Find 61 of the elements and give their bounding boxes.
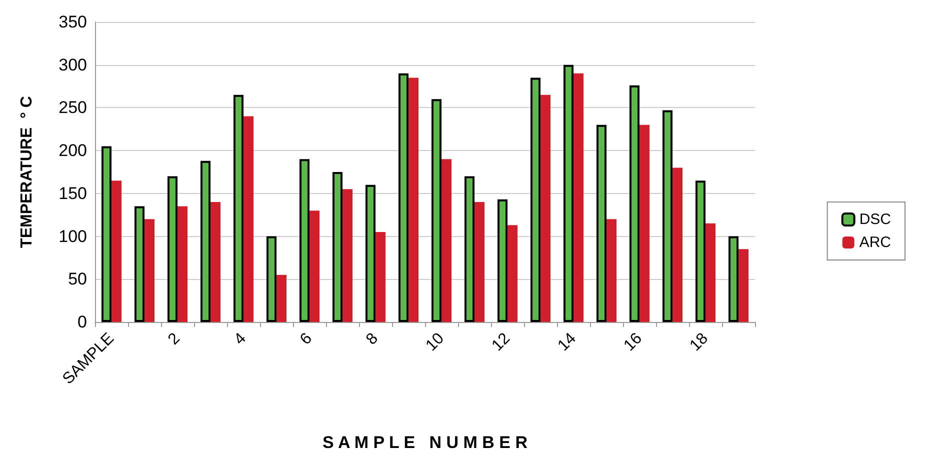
bar xyxy=(738,249,748,322)
y-tick-label: 100 xyxy=(58,226,87,246)
bar xyxy=(266,236,276,322)
x-axis-title: S A M P L E N U M B E R xyxy=(322,433,528,452)
legend-label: ARC xyxy=(859,234,892,251)
bar xyxy=(662,110,672,322)
bar xyxy=(200,160,210,322)
bar xyxy=(234,94,244,322)
bar xyxy=(178,206,188,322)
bar xyxy=(530,78,540,322)
bar xyxy=(728,236,738,322)
bar xyxy=(376,232,386,322)
x-tick-label: 14 xyxy=(554,330,580,355)
bar xyxy=(672,168,682,322)
bar xyxy=(366,184,376,322)
bar xyxy=(540,94,550,322)
y-tick-label: 300 xyxy=(58,55,87,74)
x-tick-label: 12 xyxy=(488,330,514,355)
bar xyxy=(310,210,320,322)
bar xyxy=(696,180,706,322)
x-tick-label: 4 xyxy=(231,330,250,348)
bar xyxy=(144,219,154,322)
bar xyxy=(168,176,178,322)
bar xyxy=(640,124,650,322)
bar xyxy=(706,223,716,322)
bar xyxy=(408,78,418,322)
bar xyxy=(606,219,616,322)
legend-label: DSC xyxy=(859,211,892,228)
y-tick-label: 250 xyxy=(58,98,87,118)
bar xyxy=(432,99,442,322)
x-tick-label: 6 xyxy=(297,330,316,348)
y-tick-label: 350 xyxy=(58,12,87,32)
x-tick-label: 2 xyxy=(165,330,184,348)
y-tick-label: 200 xyxy=(58,141,87,160)
bar xyxy=(464,176,474,322)
y-axis-title: TEMPERATURE ° C xyxy=(18,96,36,248)
bar xyxy=(630,85,640,322)
bar xyxy=(300,159,310,322)
bar xyxy=(134,206,144,322)
bar xyxy=(332,172,342,322)
bar xyxy=(574,73,584,322)
bar xyxy=(564,64,574,322)
x-tick-label: 18 xyxy=(686,330,712,355)
bar xyxy=(342,189,352,322)
y-tick-label: 150 xyxy=(58,184,87,203)
bar xyxy=(276,274,286,322)
y-tick-label: 0 xyxy=(78,312,87,332)
bar xyxy=(102,146,112,322)
bar xyxy=(210,202,220,322)
bar xyxy=(112,180,122,322)
bar xyxy=(474,202,484,322)
bar xyxy=(498,199,508,322)
bar xyxy=(596,124,606,322)
x-tick-label: 8 xyxy=(363,330,382,348)
bar xyxy=(508,225,518,322)
y-tick-label: 50 xyxy=(68,270,87,289)
x-tick-label: 10 xyxy=(422,330,448,355)
bar xyxy=(398,73,408,322)
bar xyxy=(244,116,254,322)
x-tick-label: 16 xyxy=(620,330,646,355)
bar xyxy=(442,159,452,322)
